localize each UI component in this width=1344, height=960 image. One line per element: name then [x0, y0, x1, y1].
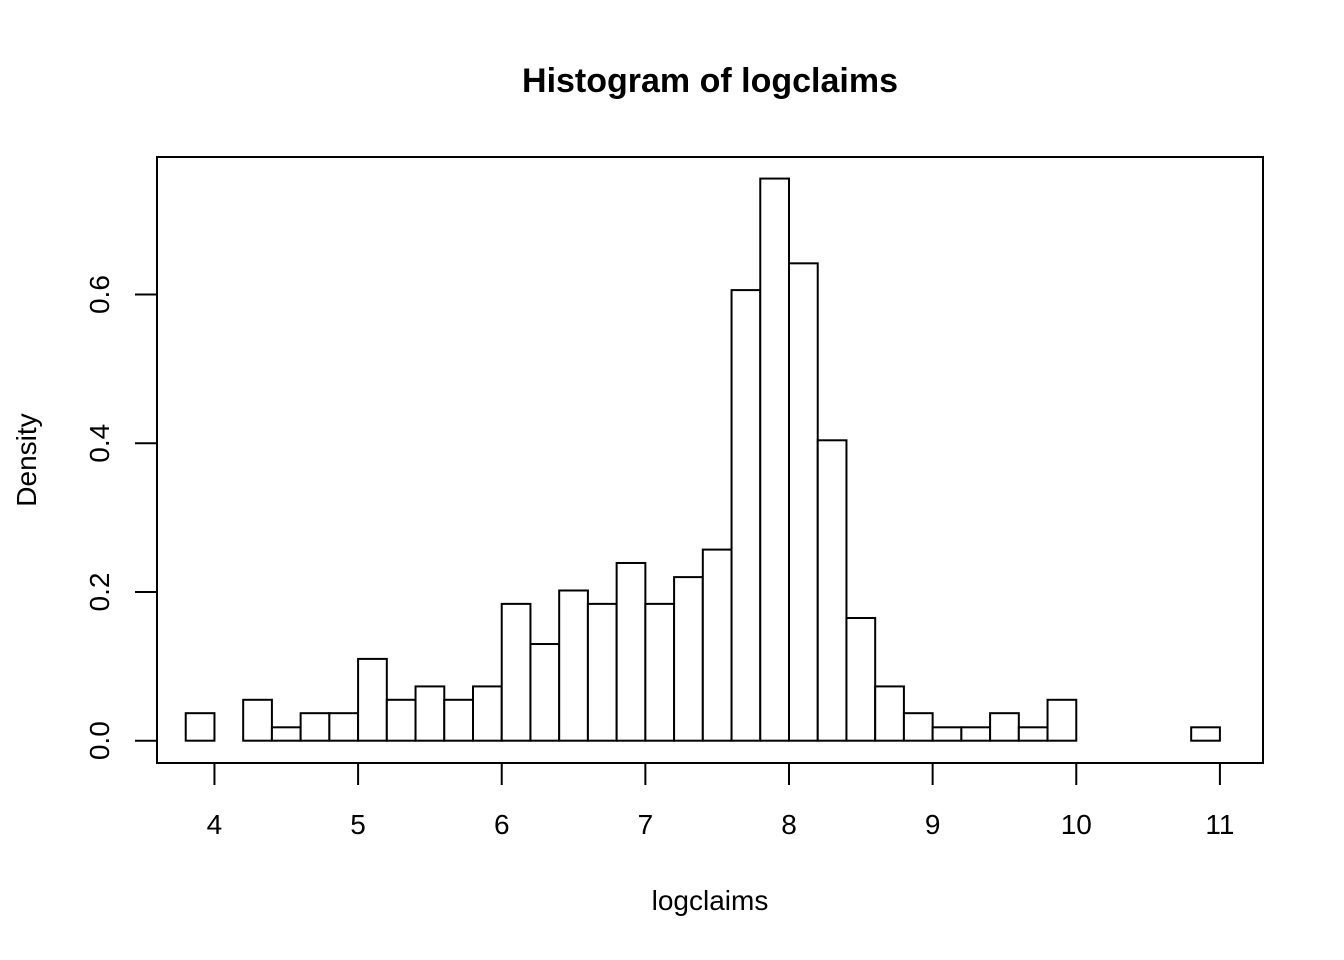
chart-title: Histogram of logclaims — [522, 62, 898, 100]
x-tick-label: 4 — [207, 809, 223, 840]
x-tick-label: 9 — [925, 809, 941, 840]
histogram-bar — [500, 602, 532, 742]
x-tick-label: 5 — [350, 809, 366, 840]
histogram-bar — [845, 617, 877, 742]
y-tick-label: 0.0 — [84, 721, 115, 760]
histogram-bar — [270, 726, 302, 742]
histogram-bar — [816, 439, 848, 742]
x-tick-label: 11 — [1205, 809, 1234, 840]
histogram-bar — [184, 712, 216, 742]
histogram-bar — [385, 698, 417, 742]
histogram-bar — [1017, 726, 1049, 742]
histogram-bar — [299, 712, 331, 742]
histogram-bar — [615, 561, 647, 742]
x-tick-label: 7 — [638, 809, 654, 840]
y-tick-label: 0.4 — [84, 424, 115, 463]
histogram-bar — [242, 698, 273, 742]
histogram-bar — [529, 643, 561, 742]
histogram-bar — [328, 712, 360, 742]
histogram-bar — [558, 589, 589, 742]
histogram-bar — [1190, 726, 1221, 742]
bars-group — [184, 177, 1221, 742]
histogram-bar — [586, 602, 618, 742]
histogram-bar — [414, 685, 446, 742]
histogram-bar — [701, 548, 733, 742]
y-axis: 0.0 0.2 0.4 0.6 — [84, 275, 158, 760]
histogram-bar — [902, 712, 934, 742]
histogram-bar — [357, 657, 388, 742]
x-axis: 4 5 6 7 8 9 10 11 — [207, 762, 1234, 840]
y-tick-label: 0.6 — [84, 275, 115, 314]
y-tick-label: 0.2 — [84, 573, 115, 612]
histogram-bar — [989, 712, 1020, 742]
x-tick-label: 8 — [781, 809, 797, 840]
x-axis-label: logclaims — [652, 885, 769, 916]
histogram-bar — [472, 685, 503, 742]
histogram-bar — [443, 698, 475, 742]
histogram-bar — [931, 726, 963, 742]
histogram-bar — [759, 177, 790, 742]
y-axis-label: Density — [11, 413, 42, 506]
x-tick-label: 6 — [494, 809, 510, 840]
histogram-bar — [673, 576, 704, 742]
histogram-bar — [1046, 698, 1078, 742]
histogram-bar — [644, 602, 676, 742]
histogram-bar — [874, 685, 905, 742]
x-tick-label: 10 — [1061, 809, 1092, 840]
histogram-bar — [730, 289, 762, 742]
histogram-bar — [788, 262, 819, 742]
histogram-bar — [960, 726, 992, 742]
